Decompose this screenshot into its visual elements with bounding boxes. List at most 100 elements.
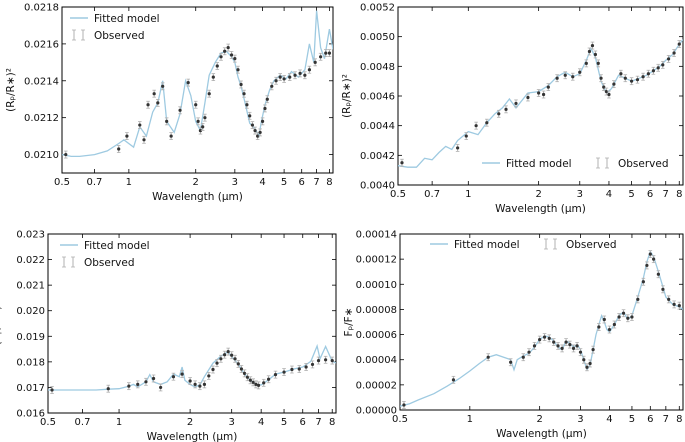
x-tick-label: 0.7 [424,189,440,200]
observed-marker [230,353,234,357]
observed-point [587,47,592,56]
observed-marker [196,119,200,123]
observed-marker [596,61,600,65]
y-tick-label: 0.00006 [356,330,397,341]
observed-marker [630,315,634,319]
observed-marker [136,382,140,386]
y-tick-label: 0.021 [16,281,45,292]
observed-marker [260,119,265,123]
observed-point [226,347,231,356]
observed-marker [265,97,269,101]
observed-marker [629,79,634,83]
observed-point [551,338,556,347]
y-axis-label: (Rₚ/R∗)² [0,302,3,346]
observed-marker [521,355,525,359]
y-tick-label: 0.017 [16,383,45,394]
observed-marker [211,367,215,372]
observed-marker [324,51,328,55]
legend-label-fitted-model: Fitted model [454,239,520,251]
observed-marker [607,327,612,332]
y-tick-label: 0.0212 [24,113,59,124]
observed-point [563,71,568,80]
observed-marker [555,76,559,80]
x-tick-label: 7 [663,189,669,200]
observed-marker [578,70,582,74]
observed-marker [239,367,244,371]
observed-point [588,359,592,368]
observed-point [508,358,513,367]
observed-marker [497,112,501,116]
observed-point [263,104,267,113]
observed-marker [313,60,317,64]
x-tick-label: 2 [187,417,193,428]
observed-marker [526,95,530,100]
plot-frame [47,233,337,414]
observed-point [451,375,456,384]
observed-point [547,334,552,343]
x-tick-label: 7 [315,417,321,428]
observed-point [464,132,469,140]
observed-marker [504,107,508,111]
observed-marker [552,340,556,344]
observed-marker [138,123,142,127]
observed-marker [666,57,671,61]
observed-marker [560,346,564,350]
y-tick-label: 0.00012 [356,255,397,266]
observed-point [546,83,551,91]
observed-point [607,325,612,334]
observed-point [290,365,294,374]
observed-point [269,82,274,91]
observed-marker [298,71,302,75]
observed-point [666,295,671,304]
observed-point [222,350,227,359]
observed-marker [587,49,592,54]
y-tick-label: 0.016 [16,409,45,420]
observed-point [215,359,219,368]
observed-point [274,76,278,85]
x-tick-label: 3 [232,177,238,188]
observed-point [568,340,572,349]
observed-marker [402,403,406,407]
x-axis-label: Wavelength (μm) [496,428,587,440]
observed-marker [578,350,583,354]
observed-point [256,381,261,390]
observed-point [570,72,575,81]
y-tick-label: 0.023 [16,230,45,241]
x-axis-label: Wavelength (μm) [495,203,586,215]
observed-point [229,51,234,59]
observed-point [282,368,286,376]
observed-marker [142,138,146,142]
observed-point [400,158,404,167]
observed-point [612,320,617,329]
observed-marker [514,101,518,106]
observed-marker [256,383,261,387]
observed-marker [248,378,252,382]
observed-point [537,335,542,344]
observed-point [521,353,526,362]
observed-marker [242,92,246,96]
observed-marker [297,367,301,371]
chart-panel-top-right: 0.5 0.7 1 2 3 4 5 6 7 8 0.0040 0.0042 0.0044 0.0046 0.… [341,3,684,215]
observed-marker [303,73,307,77]
observed-marker [161,84,165,88]
observed-point [211,73,216,81]
observed-marker [571,346,576,350]
observed-point [599,74,603,83]
observed-point [250,121,255,129]
x-tick-label: 8 [676,414,682,425]
y-tick-label: 0.00000 [356,406,397,417]
observed-point [617,313,621,321]
observed-marker [127,384,131,388]
observed-marker [304,365,308,369]
observed-marker [64,152,68,157]
observed-point [313,58,317,67]
observed-point [127,382,131,391]
plot-frame [399,233,684,411]
observed-marker [211,75,215,79]
y-tick-label: 0.0046 [360,92,395,103]
y-tick-label: 0.0050 [360,32,395,43]
observed-marker [248,114,252,118]
observed-point [651,255,656,264]
observed-marker [203,116,207,120]
observed-point [156,99,160,107]
